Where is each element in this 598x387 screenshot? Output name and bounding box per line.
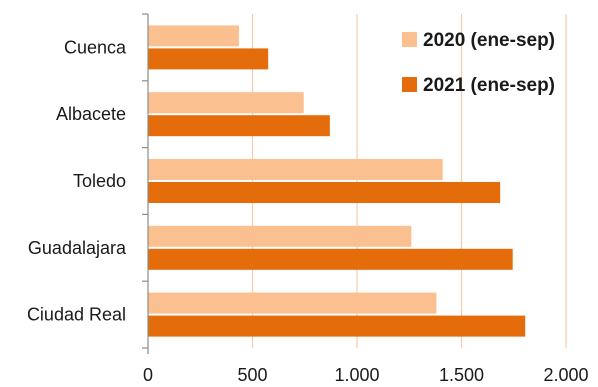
category-label-0: Cuenca (64, 37, 127, 57)
category-label-4: Ciudad Real (27, 305, 126, 325)
x-tick-label-3: 1.500 (439, 365, 484, 385)
category-label-1: Albacete (56, 104, 126, 124)
bar-guadalajara-series-1 (148, 248, 513, 270)
x-tick-label-1: 500 (237, 365, 267, 385)
legend-swatch-1 (402, 77, 417, 92)
bar-guadalajara-series-0 (148, 225, 412, 247)
legend-label-1: 2021 (ene-sep) (423, 75, 555, 96)
legend-swatch-0 (402, 32, 417, 47)
category-label-2: Toledo (73, 171, 126, 191)
bars (148, 25, 526, 337)
x-tick-label-0: 0 (143, 365, 153, 385)
bar-cuenca-series-0 (148, 25, 239, 47)
bar-toledo-series-1 (148, 182, 501, 203)
legend: 2020 (ene-sep) 2021 (ene-sep) (402, 30, 555, 96)
gridlines (251, 14, 567, 348)
bar-albacete-series-1 (148, 115, 330, 137)
bar-ciudad-real-series-0 (148, 292, 437, 314)
legend-label-0: 2020 (ene-sep) (423, 30, 555, 51)
x-tick-label-2: 1.000 (334, 365, 379, 385)
category-label-3: Guadalajara (28, 238, 127, 258)
bar-cuenca-series-1 (148, 48, 269, 70)
bar-ciudad-real-series-1 (148, 315, 526, 337)
bar-toledo-series-0 (148, 159, 443, 180)
x-tick-label-4: 2.000 (543, 365, 588, 385)
axes (142, 13, 149, 354)
bar-albacete-series-0 (148, 92, 304, 114)
category-labels: Cuenca Albacete Toledo Guadalajara Ciudad Re… (27, 37, 127, 324)
x-tick-labels: 0 500 1.000 1.500 2.000 (143, 365, 589, 385)
